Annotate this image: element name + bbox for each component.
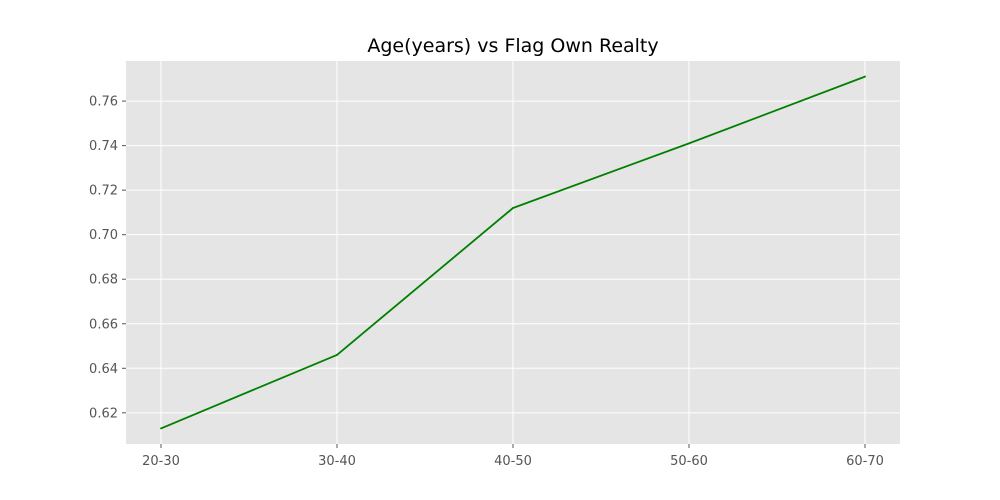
y-tick-label: 0.72 [89, 184, 118, 199]
data-point [336, 354, 338, 356]
data-point [160, 427, 162, 430]
x-tick-label: 60-70 [846, 454, 884, 469]
y-tick-label: 0.68 [89, 273, 118, 288]
data-point [688, 142, 690, 145]
y-tick-label: 0.74 [89, 139, 118, 154]
tick-labels: 20-30 30-40 40-50 50-60 60-70 0.62 0.64 0.66 0.6… [89, 95, 884, 469]
grid [126, 61, 900, 444]
y-tick-label: 0.70 [89, 228, 118, 243]
chart-title: Age(years) vs Flag Own Realty [367, 35, 658, 57]
x-tick-label: 30-40 [318, 454, 356, 469]
x-tick-label: 50-60 [670, 454, 708, 469]
y-tick-label: 0.76 [89, 95, 118, 110]
y-tick-label: 0.62 [89, 406, 118, 421]
ticks [122, 100, 866, 448]
x-tick-label: 40-50 [494, 454, 532, 469]
y-tick-label: 0.64 [89, 362, 118, 377]
data-point [512, 207, 514, 209]
x-tick-label: 20-30 [142, 454, 180, 469]
y-tick-label: 0.66 [89, 317, 118, 332]
series-layer [160, 75, 866, 430]
data-point [864, 75, 866, 78]
